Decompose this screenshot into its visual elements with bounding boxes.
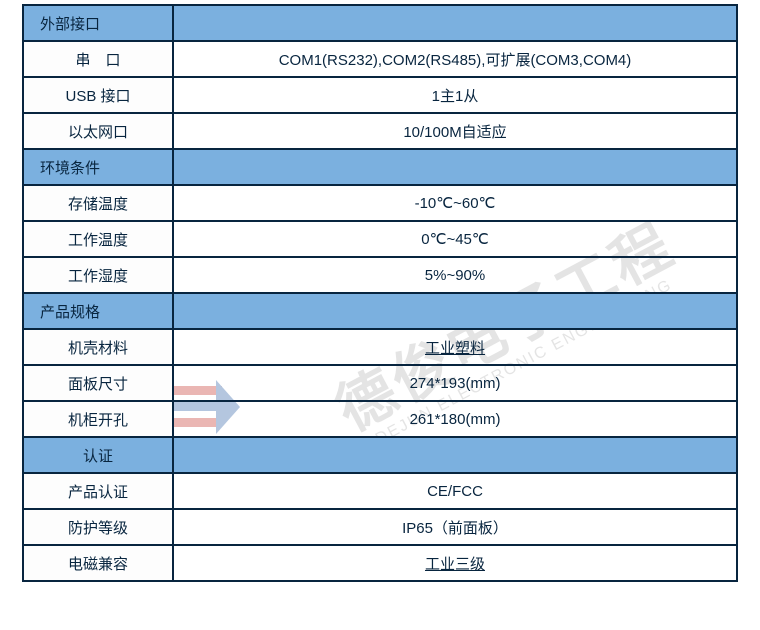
section-header: 环境条件 (23, 149, 173, 185)
table-row: 工作温度0℃~45℃ (23, 221, 737, 257)
table-row: 产品认证CE/FCC (23, 473, 737, 509)
table-row: 防护等级IP65（前面板） (23, 509, 737, 545)
spec-value: 工业塑料 (173, 329, 737, 365)
spec-label: 机壳材料 (23, 329, 173, 365)
section-header: 外部接口 (23, 5, 173, 41)
table-row: 电磁兼容工业三级 (23, 545, 737, 581)
spec-value: CE/FCC (173, 473, 737, 509)
spec-value: -10℃~60℃ (173, 185, 737, 221)
table-row: 串 口COM1(RS232),COM2(RS485),可扩展(COM3,COM4… (23, 41, 737, 77)
spec-value: 5%~90% (173, 257, 737, 293)
section-header-spacer (173, 149, 737, 185)
spec-value: 工业三级 (173, 545, 737, 581)
spec-label: 面板尺寸 (23, 365, 173, 401)
section-header-spacer (173, 293, 737, 329)
table-row: 认证 (23, 437, 737, 473)
table-row: 机柜开孔261*180(mm) (23, 401, 737, 437)
section-header: 产品规格 (23, 293, 173, 329)
spec-label: 工作温度 (23, 221, 173, 257)
section-header: 认证 (23, 437, 173, 473)
spec-label: 防护等级 (23, 509, 173, 545)
section-header-spacer (173, 5, 737, 41)
table-row: USB 接口1主1从 (23, 77, 737, 113)
table-row: 存储温度-10℃~60℃ (23, 185, 737, 221)
spec-label: USB 接口 (23, 77, 173, 113)
spec-value: 10/100M自适应 (173, 113, 737, 149)
table-row: 面板尺寸274*193(mm) (23, 365, 737, 401)
spec-value: COM1(RS232),COM2(RS485),可扩展(COM3,COM4) (173, 41, 737, 77)
spec-label: 串 口 (23, 41, 173, 77)
spec-label: 电磁兼容 (23, 545, 173, 581)
table-row: 环境条件 (23, 149, 737, 185)
table-row: 产品规格 (23, 293, 737, 329)
spec-value: 1主1从 (173, 77, 737, 113)
spec-value: IP65（前面板） (173, 509, 737, 545)
table-row: 工作湿度5%~90% (23, 257, 737, 293)
spec-value: 0℃~45℃ (173, 221, 737, 257)
spec-table-wrap: 外部接口串 口COM1(RS232),COM2(RS485),可扩展(COM3,… (0, 0, 760, 586)
spec-label: 存储温度 (23, 185, 173, 221)
spec-label: 以太网口 (23, 113, 173, 149)
spec-label: 机柜开孔 (23, 401, 173, 437)
spec-table: 外部接口串 口COM1(RS232),COM2(RS485),可扩展(COM3,… (22, 4, 738, 582)
spec-value: 274*193(mm) (173, 365, 737, 401)
table-row: 机壳材料工业塑料 (23, 329, 737, 365)
spec-label: 产品认证 (23, 473, 173, 509)
spec-label: 工作湿度 (23, 257, 173, 293)
table-row: 外部接口 (23, 5, 737, 41)
section-header-spacer (173, 437, 737, 473)
spec-value: 261*180(mm) (173, 401, 737, 437)
table-row: 以太网口10/100M自适应 (23, 113, 737, 149)
